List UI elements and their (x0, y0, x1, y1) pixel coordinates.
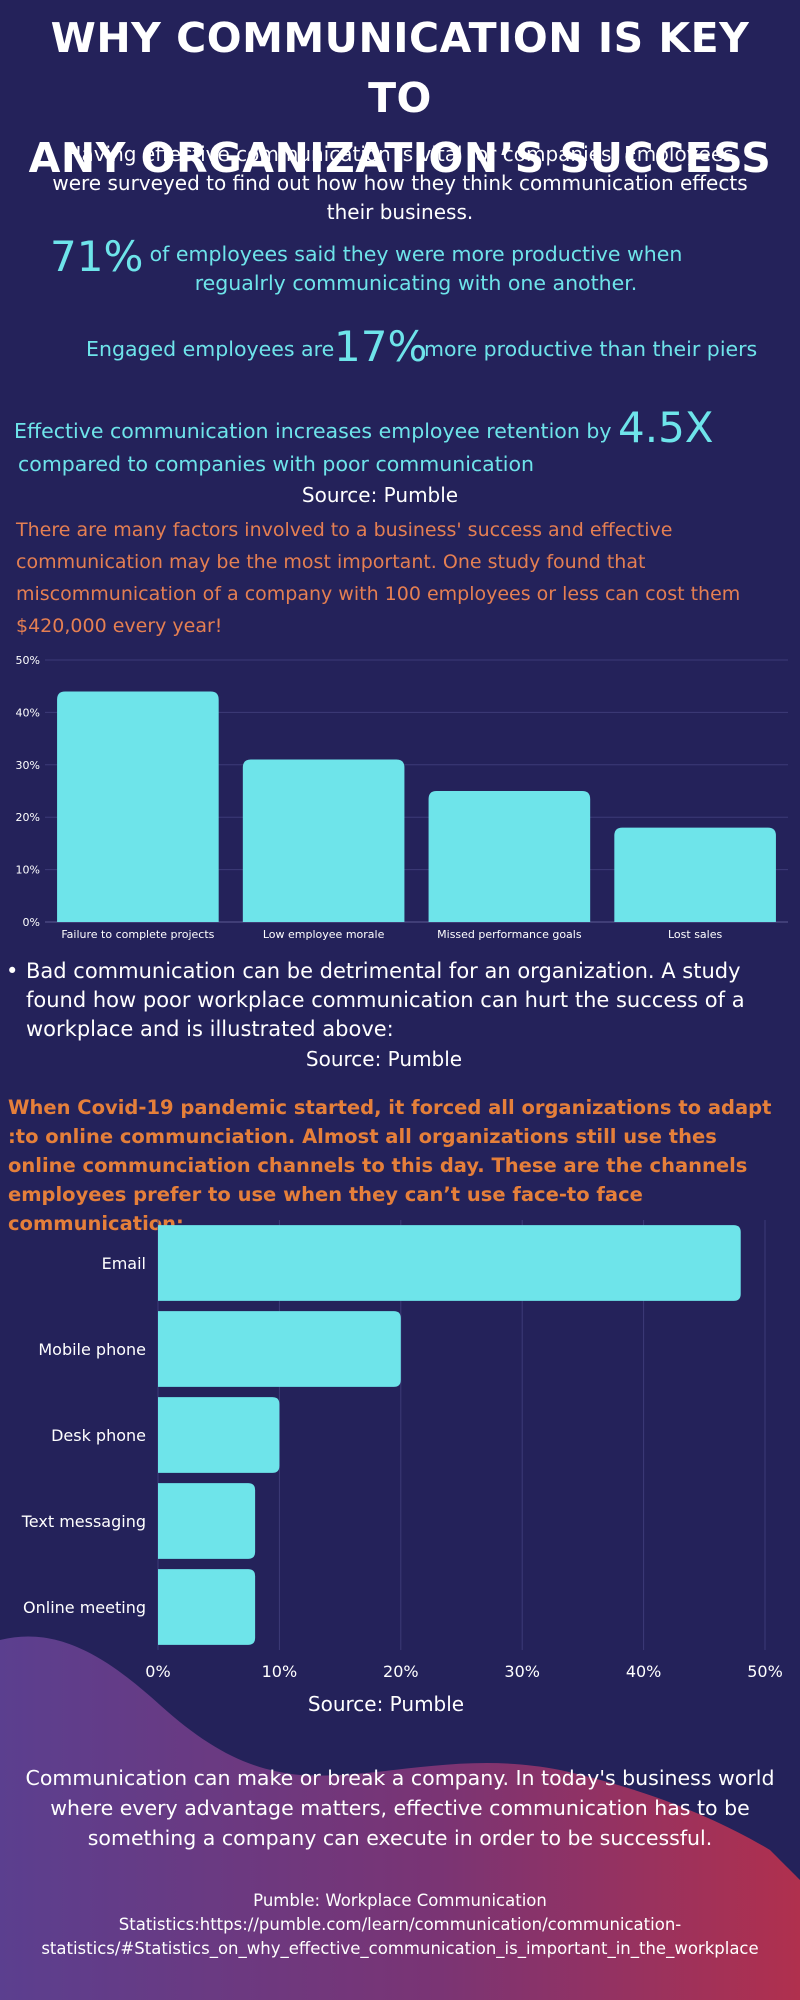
citation: Pumble: Workplace Communication Statisti… (6, 1889, 794, 1961)
stat-17-text-after: more productive than their piers (424, 337, 758, 361)
x-tick-label: 20% (383, 1662, 419, 1680)
bar (158, 1397, 280, 1473)
x-tick-label: 40% (626, 1662, 662, 1680)
intro-paragraph: Having effective communication is vital … (52, 142, 748, 224)
y-tick-label: 40% (16, 706, 40, 719)
y-tick-label: 20% (16, 811, 40, 824)
bar (158, 1569, 256, 1645)
stat-71-text: of employees said they were more product… (149, 242, 683, 295)
y-tick-label: 0% (23, 916, 40, 929)
bar (428, 791, 591, 922)
y-category-label: Text messaging (21, 1512, 146, 1531)
bullet-paragraph: • Bad communication can be detrimental f… (6, 957, 766, 1044)
bullet-dot-icon: • (6, 959, 19, 983)
source-label-3: Source: Pumble (307, 1692, 465, 1716)
x-tick-label: 0% (145, 1662, 170, 1680)
y-category-label: Mobile phone (38, 1340, 146, 1359)
closing-paragraph: Communication can make or break a compan… (25, 1766, 775, 1850)
x-tick-label: 30% (504, 1662, 540, 1680)
stat-17-text-before: Engaged employees are (86, 337, 335, 361)
y-category-label: Desk phone (51, 1426, 146, 1445)
cost-paragraph: There are many factors involved to a bus… (16, 519, 741, 637)
x-tick-label: 50% (747, 1662, 783, 1680)
bar (57, 691, 219, 922)
stat-retention-text-after: compared to companies with poor communic… (18, 452, 535, 476)
bar (158, 1311, 401, 1387)
bullet-paragraph-text: Bad communication can be detrimental for… (26, 959, 745, 1041)
x-category-label: Missed performance goals (437, 928, 582, 941)
page-title-line-1: WHY COMMUNICATION IS KEY TO (50, 14, 750, 122)
stat-retention-value: 4.5X (618, 403, 714, 452)
y-tick-label: 50% (16, 654, 40, 667)
x-category-label: Failure to complete projects (61, 928, 214, 941)
covid-paragraph: When Covid-19 pandemic started, it force… (8, 1096, 772, 1235)
bar (242, 759, 405, 922)
citation-line-1: Pumble: Workplace Communication (253, 1891, 547, 1910)
source-label-2: Source: Pumble (305, 1047, 463, 1071)
source-label-1: Source: Pumble (301, 483, 459, 507)
stat-71-value: 71% (50, 232, 144, 281)
bar (614, 827, 776, 922)
page-title: WHY COMMUNICATION IS KEY TO ANY ORGANIZA… (20, 8, 780, 188)
channels-bar-chart: 0% 10% 20% 30% 40% 50% Email Mobile phone Desk p… (21, 1220, 783, 1680)
x-category-label: Low employee morale (263, 928, 385, 941)
y-category-label: Online meeting (23, 1598, 146, 1617)
stat-retention-text-before: Effective communication increases employ… (14, 419, 612, 443)
y-tick-label: 10% (16, 864, 40, 877)
bar (158, 1225, 741, 1301)
stat-17-value: 17% (334, 322, 428, 371)
x-tick-label: 10% (262, 1662, 298, 1680)
page-title-line-2: ANY ORGANIZATION’S SUCCESS (28, 134, 772, 182)
y-tick-label: 30% (16, 759, 40, 772)
citation-line-2: Statistics:https://pumble.com/learn/comm… (118, 1915, 682, 1934)
x-category-label: Lost sales (668, 928, 723, 941)
citation-line-3: statistics/#Statistics_on_why_effective_… (41, 1939, 759, 1958)
y-category-label: Email (102, 1254, 146, 1273)
impact-bar-chart: 0% 10% 20% 30% 40% 50% Failure to complete pro… (16, 654, 788, 941)
bar (158, 1483, 256, 1559)
